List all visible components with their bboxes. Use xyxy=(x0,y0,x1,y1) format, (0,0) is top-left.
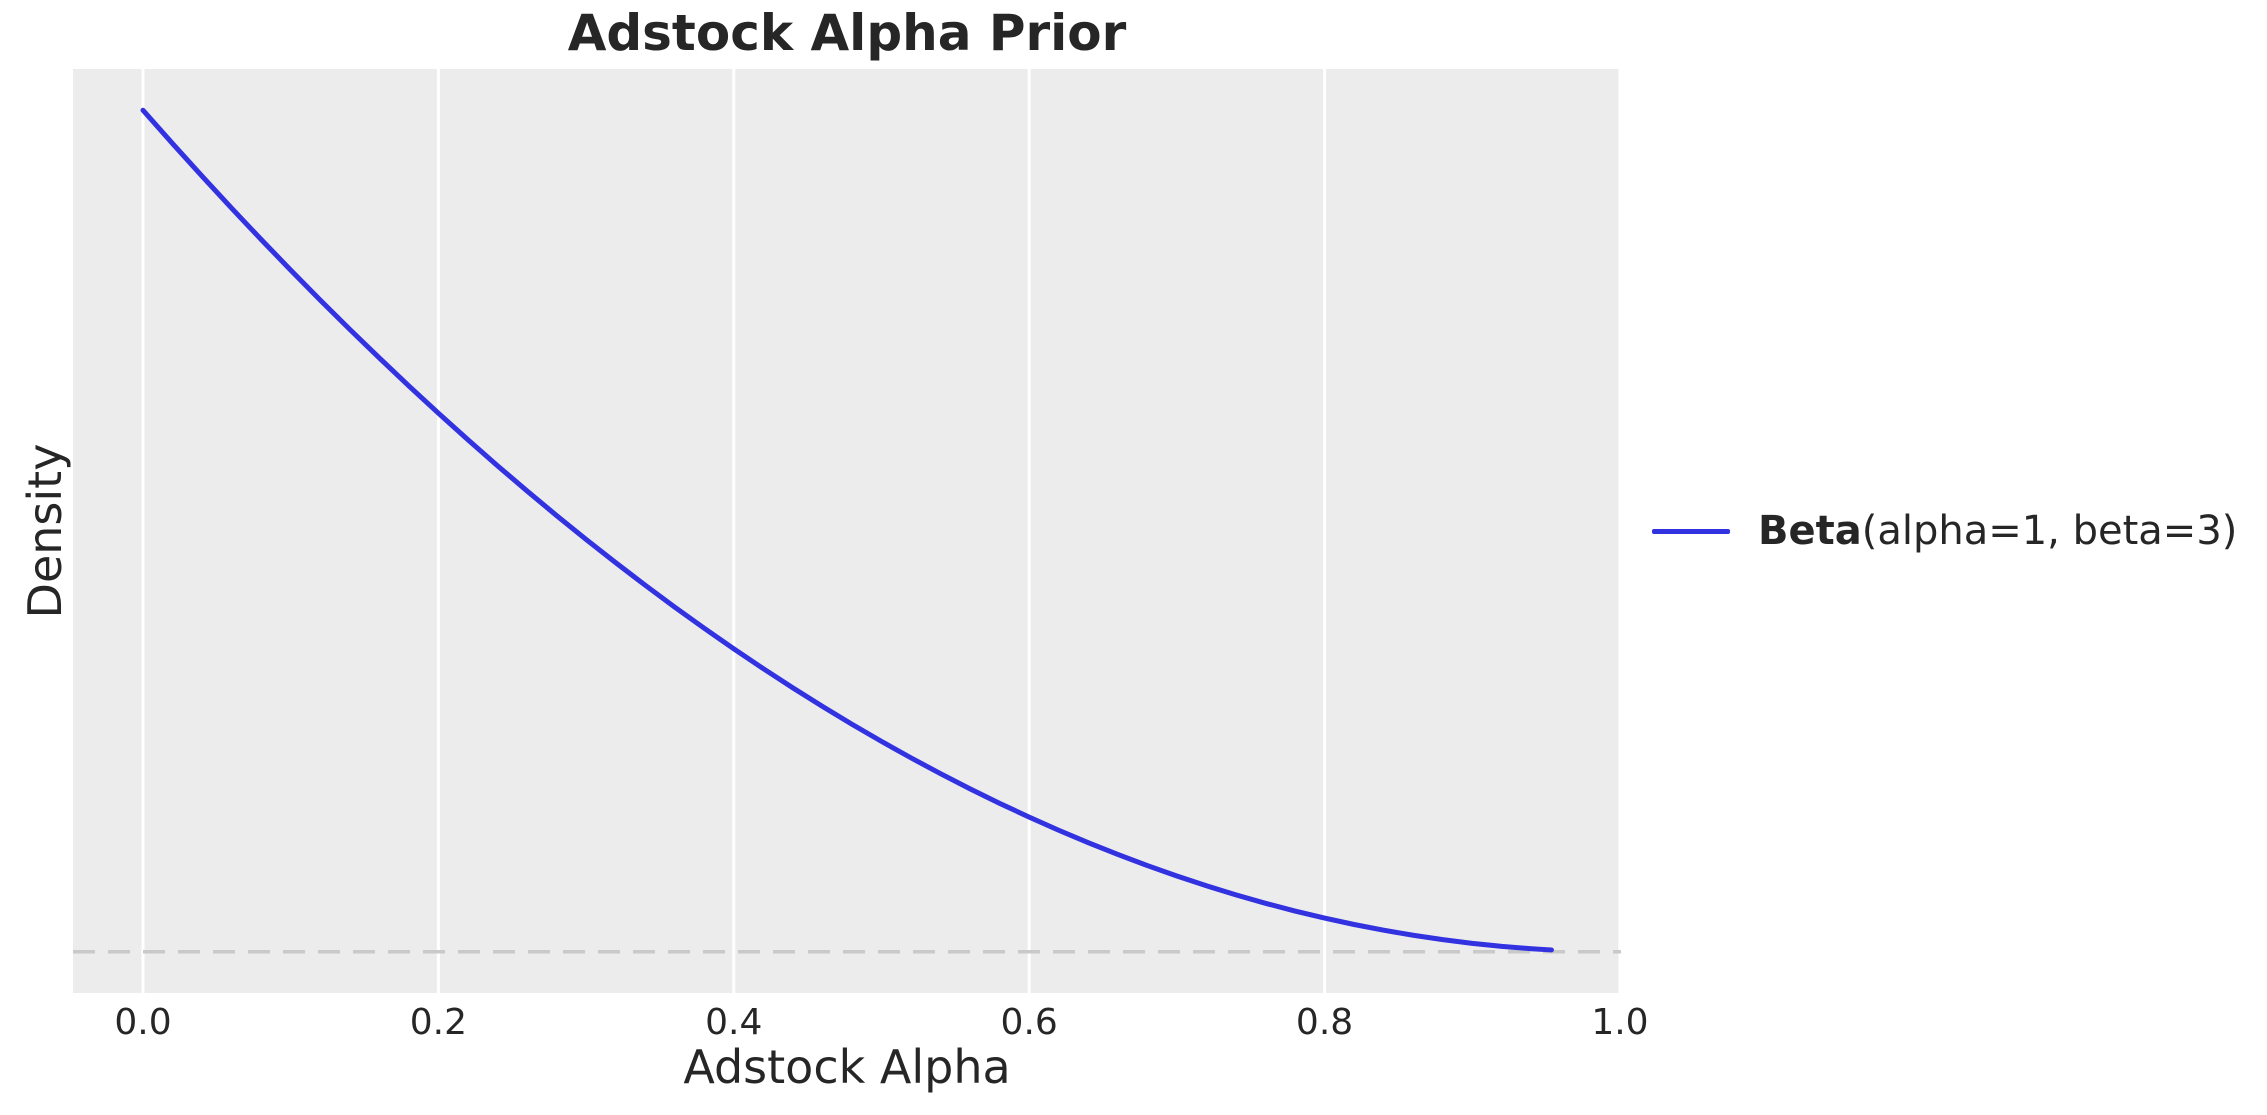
density-curve xyxy=(140,107,1554,953)
x-tick-label: 0.2 xyxy=(409,1002,468,1043)
legend-label-distribution-name: Beta xyxy=(1758,508,1862,554)
legend-line-sample xyxy=(1652,528,1730,534)
x-tick-label: 0.8 xyxy=(1295,1002,1354,1043)
legend-label: Beta(alpha=1, beta=3) xyxy=(1758,508,2237,554)
x-tick-label: 0.6 xyxy=(1000,1002,1058,1043)
legend-label-parameters: (alpha=1, beta=3) xyxy=(1861,508,2238,554)
plot-area xyxy=(73,69,1621,993)
chart-title: Adstock Alpha Prior xyxy=(567,4,1127,62)
plot-canvas xyxy=(73,69,1621,993)
x-tick-label: 0.0 xyxy=(114,1002,172,1043)
x-tick-label: 1.0 xyxy=(1591,1002,1649,1043)
x-axis-label: Adstock Alpha xyxy=(683,1040,1011,1094)
x-tick-label: 0.4 xyxy=(705,1002,763,1043)
legend: Beta(alpha=1, beta=3) xyxy=(1652,503,2237,559)
